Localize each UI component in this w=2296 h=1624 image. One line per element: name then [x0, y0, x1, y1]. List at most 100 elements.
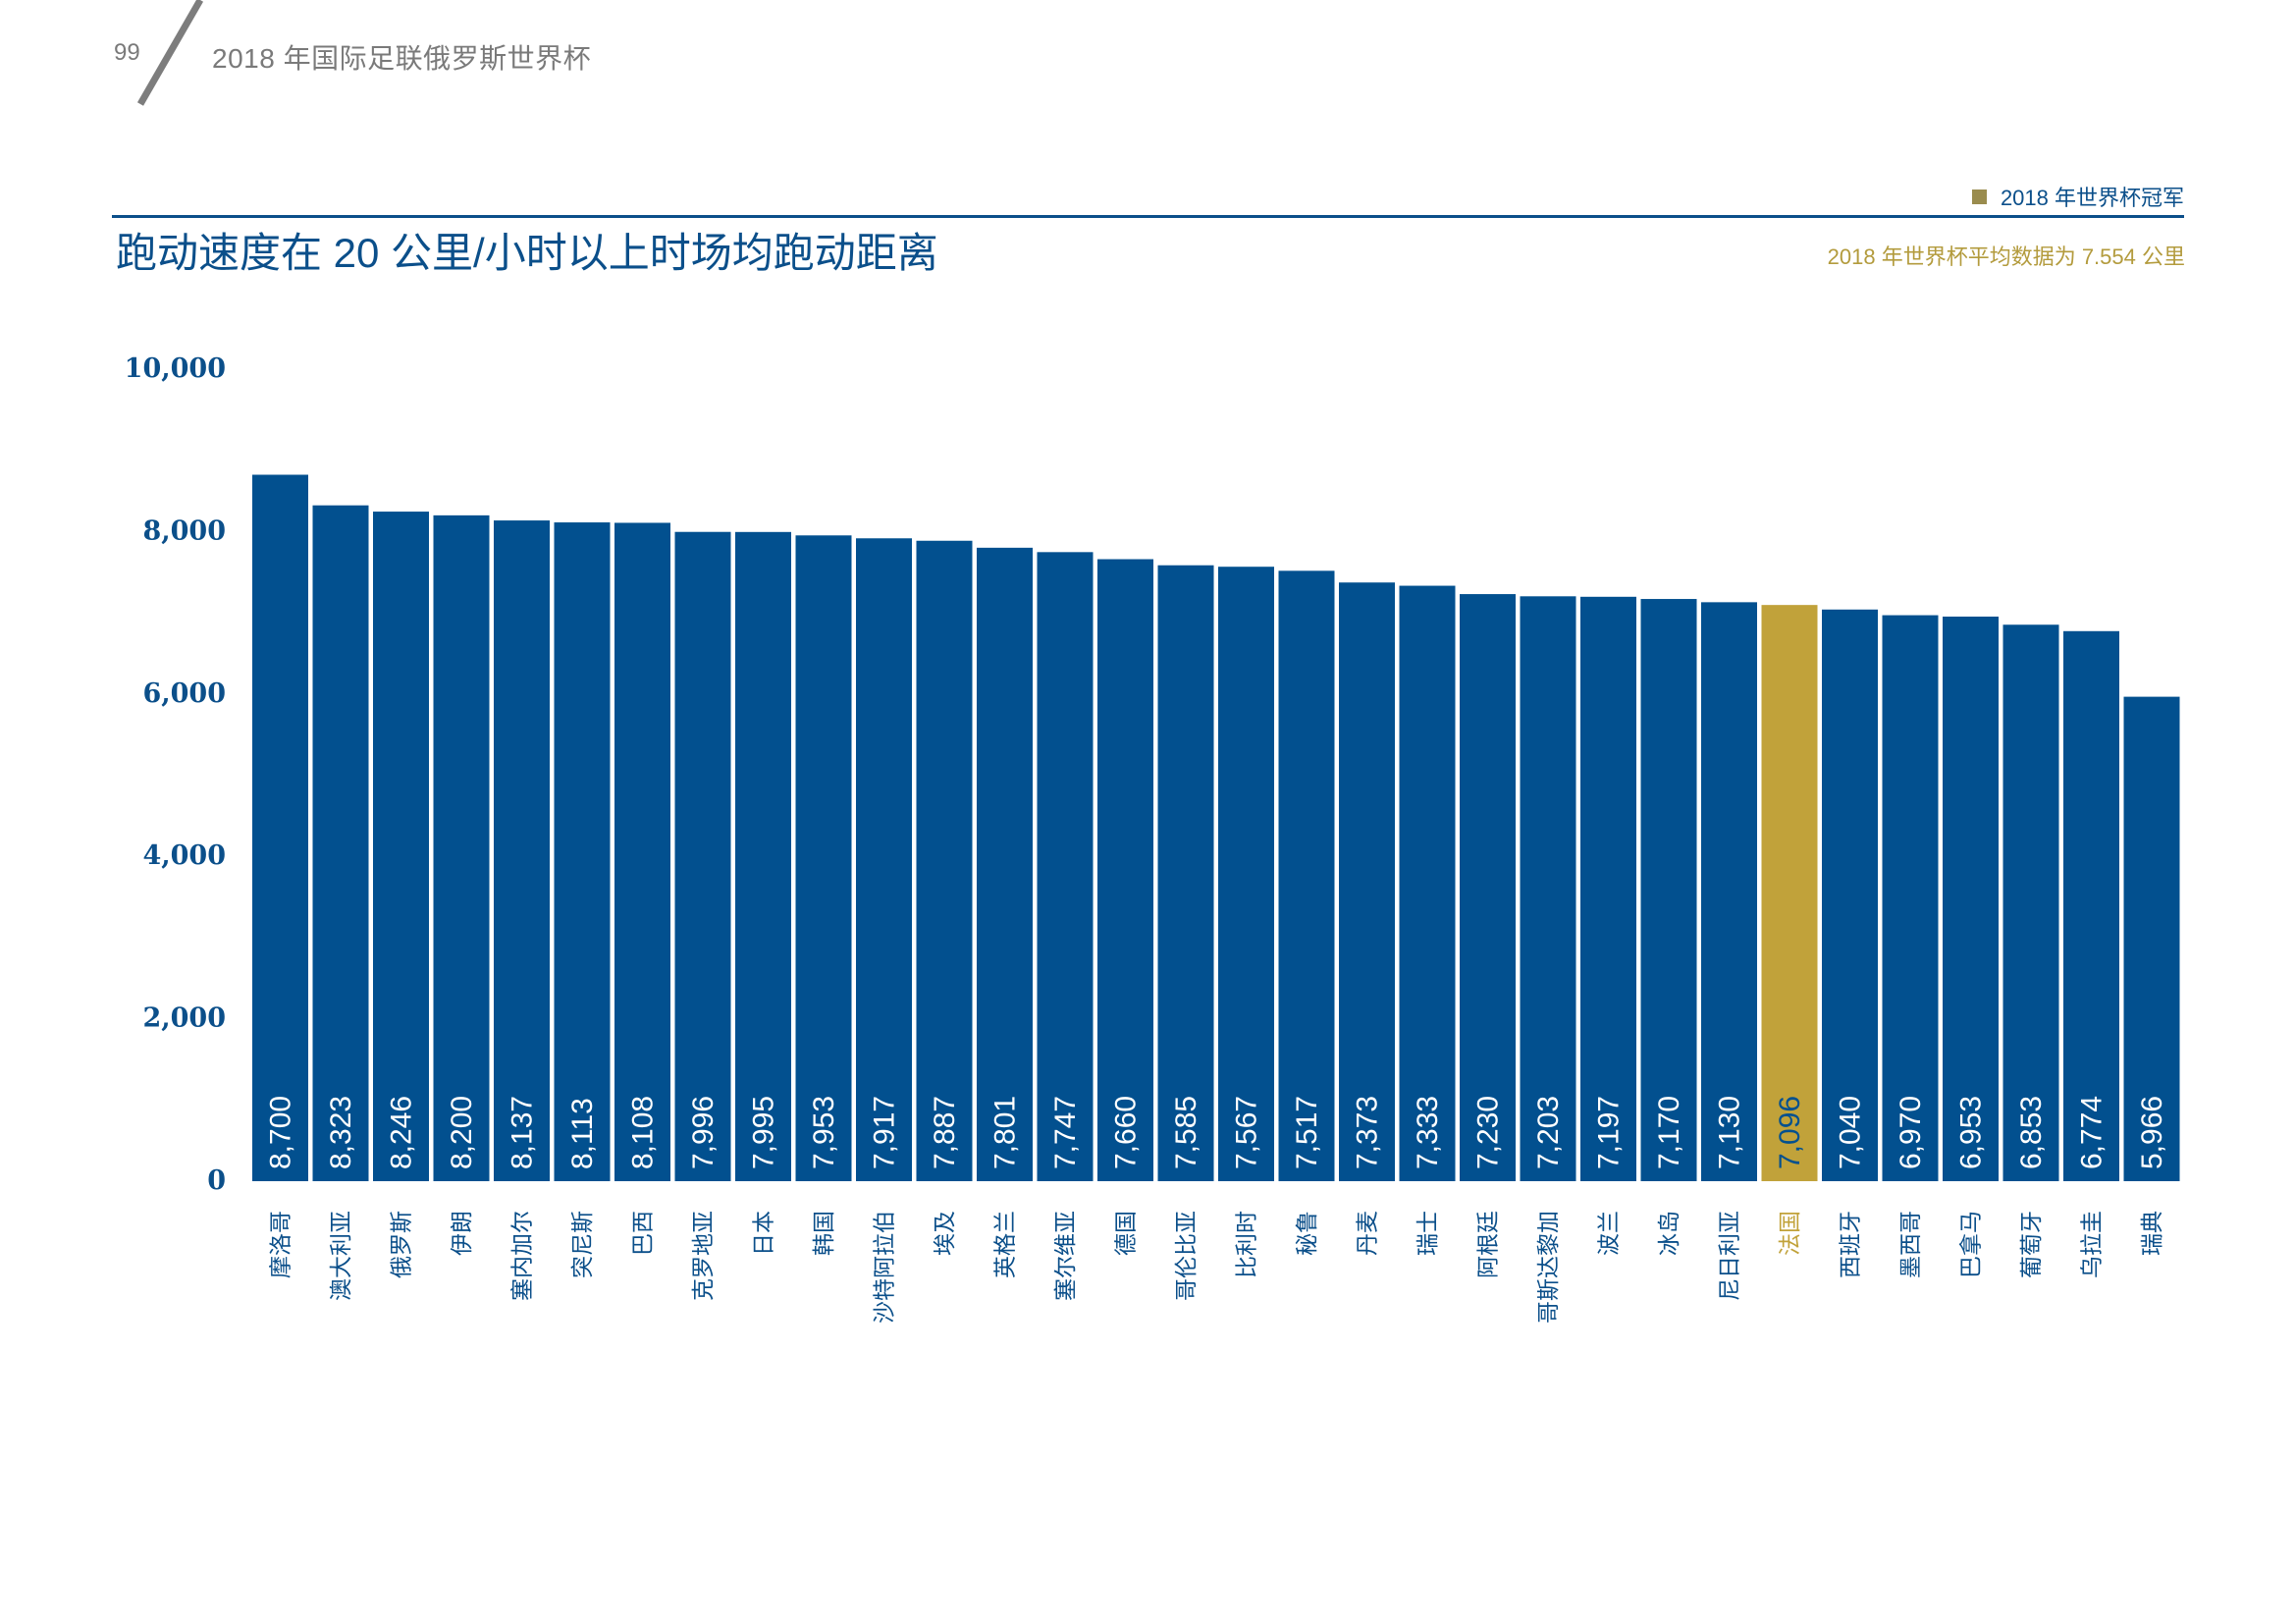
bar — [1097, 559, 1153, 1181]
bars — [252, 474, 2180, 1181]
bar — [674, 531, 731, 1181]
y-tick-label: 8,000 — [142, 515, 226, 546]
bar — [1278, 570, 1335, 1181]
y-tick-label: 0 — [207, 1165, 226, 1196]
bar — [2063, 630, 2119, 1181]
category-label: 法国 — [1778, 1211, 1803, 1256]
bar — [2123, 696, 2180, 1181]
category-label: 葡萄牙 — [2019, 1211, 2045, 1278]
value-label: 6,774 — [2076, 1096, 2109, 1169]
bar — [2002, 624, 2059, 1181]
value-label: 7,517 — [1291, 1096, 1323, 1169]
bar — [1640, 599, 1697, 1181]
category-label: 尼日利亚 — [1718, 1211, 1743, 1301]
bar — [977, 547, 1033, 1181]
y-tick-label: 4,000 — [142, 840, 226, 871]
value-label: 8,323 — [325, 1096, 357, 1169]
bar — [1943, 616, 1999, 1181]
category-label: 德国 — [1114, 1211, 1140, 1256]
category-label: 英格兰 — [993, 1211, 1019, 1278]
value-label: 8,246 — [386, 1096, 418, 1169]
category-label: 西班牙 — [1839, 1211, 1864, 1278]
value-label: 6,853 — [2015, 1096, 2048, 1169]
category-label: 韩国 — [812, 1211, 837, 1256]
category-label: 塞内加尔 — [510, 1211, 536, 1301]
value-labels: 8,700 8,323 8,246 8,200 8,137 8,113 8,108 7,996… — [265, 1096, 2169, 1169]
legend-label-champion: 2018 年世界杯冠军 — [2000, 186, 2184, 210]
value-label: 8,200 — [446, 1096, 478, 1169]
value-label: 5,966 — [2136, 1096, 2168, 1169]
bar — [433, 514, 490, 1181]
bar — [795, 535, 852, 1181]
bar — [494, 520, 550, 1181]
value-label: 8,108 — [627, 1096, 660, 1169]
category-label: 秘鲁 — [1295, 1211, 1320, 1256]
value-label: 8,700 — [265, 1096, 297, 1169]
category-label: 巴西 — [631, 1211, 657, 1256]
category-label: 沙特阿拉伯 — [873, 1211, 898, 1324]
value-label: 7,996 — [687, 1096, 720, 1169]
value-label: 7,373 — [1352, 1096, 1384, 1169]
value-label: 8,137 — [507, 1096, 539, 1169]
category-label: 瑞士 — [1415, 1211, 1441, 1256]
value-label: 7,995 — [748, 1096, 780, 1169]
legend-swatch-champion — [1971, 189, 1987, 204]
category-label: 哥伦比亚 — [1174, 1211, 1200, 1301]
y-tick-label: 2,000 — [142, 1003, 226, 1034]
bar — [1157, 565, 1214, 1181]
value-label: 7,567 — [1231, 1096, 1263, 1169]
value-label: 7,953 — [808, 1096, 840, 1169]
category-label: 突尼斯 — [570, 1211, 596, 1278]
category-label: 比利时 — [1235, 1211, 1260, 1278]
bar — [1580, 596, 1636, 1181]
category-label: 哥斯达黎加 — [1536, 1211, 1562, 1324]
value-label: 7,747 — [1049, 1096, 1082, 1169]
value-label: 7,197 — [1593, 1096, 1626, 1169]
category-label: 瑞典 — [2140, 1211, 2165, 1256]
average-note: 2018 年世界杯平均数据为 7.554 公里 — [1827, 244, 2185, 269]
category-label: 波兰 — [1597, 1211, 1623, 1256]
category-label: 日本 — [752, 1211, 777, 1256]
category-label: 澳大利亚 — [329, 1211, 354, 1301]
bar — [1399, 585, 1456, 1181]
category-label: 阿根廷 — [1476, 1211, 1502, 1278]
bar — [1701, 602, 1757, 1181]
category-label: 冰岛 — [1657, 1211, 1682, 1256]
category-label: 摩洛哥 — [269, 1211, 294, 1278]
bar — [1520, 596, 1576, 1181]
bar — [916, 540, 973, 1181]
page-number: 99 — [114, 39, 140, 66]
category-label: 俄罗斯 — [390, 1211, 415, 1278]
value-label: 7,887 — [929, 1096, 961, 1169]
value-label: 7,801 — [989, 1096, 1022, 1169]
category-label: 墨西哥 — [1898, 1211, 1924, 1278]
value-label: 7,130 — [1714, 1096, 1746, 1169]
value-label: 7,660 — [1110, 1096, 1143, 1169]
bar — [1037, 552, 1094, 1181]
category-labels: 摩洛哥 澳大利亚 俄罗斯 伊朗 塞内加尔 突尼斯 巴西 克罗地亚 日本 韩国 沙特阿拉伯 埃及 英格兰 塞… — [269, 1211, 2166, 1324]
value-label: 8,113 — [566, 1098, 599, 1169]
y-axis: 0 2,000 4,000 6,000 8,000 10,000 — [125, 353, 226, 1196]
bar — [1822, 609, 1878, 1181]
value-label: 6,953 — [1955, 1096, 1988, 1169]
bar — [1218, 567, 1274, 1181]
bar — [735, 531, 791, 1181]
bar — [856, 538, 912, 1181]
bar — [1882, 615, 1939, 1181]
bar — [312, 505, 369, 1181]
value-label: 7,230 — [1472, 1096, 1505, 1169]
category-label: 丹麦 — [1356, 1211, 1381, 1256]
bar — [373, 512, 429, 1181]
bar — [1339, 582, 1395, 1181]
value-label: 7,170 — [1653, 1096, 1685, 1169]
value-label: 7,203 — [1532, 1096, 1565, 1169]
category-label: 伊朗 — [450, 1211, 475, 1256]
value-label: 7,585 — [1170, 1096, 1202, 1169]
header-slash-decoration — [136, 0, 204, 106]
title-rule — [112, 215, 2184, 218]
bar — [614, 522, 670, 1181]
value-label: 7,096 — [1774, 1096, 1806, 1169]
value-label: 6,970 — [1895, 1096, 1927, 1169]
chart-title: 跑动速度在 20 公里/小时以上时场均跑动距离 — [116, 230, 938, 276]
